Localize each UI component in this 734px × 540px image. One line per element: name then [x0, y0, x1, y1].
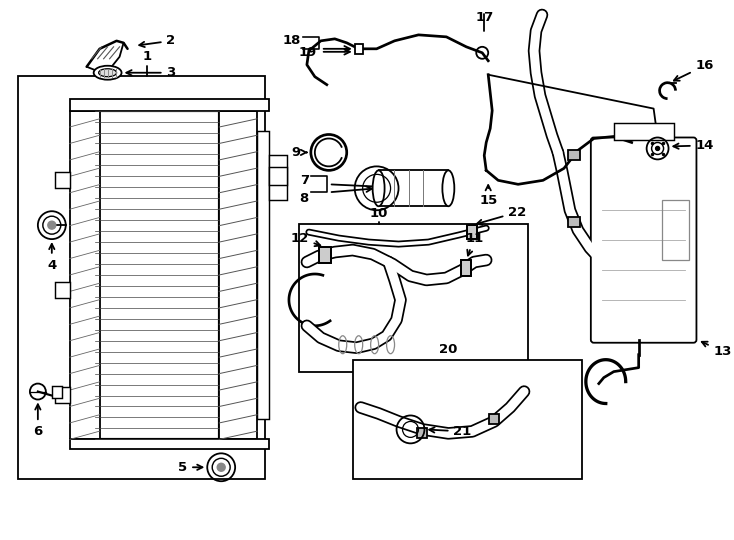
Bar — [461, 260, 471, 276]
Text: 8: 8 — [299, 192, 309, 205]
Bar — [70, 99, 269, 111]
Bar — [568, 151, 580, 160]
Ellipse shape — [443, 170, 454, 206]
Circle shape — [217, 463, 225, 471]
Bar — [55, 172, 70, 188]
Bar — [568, 217, 580, 227]
Bar — [461, 260, 471, 276]
Text: 12: 12 — [291, 232, 320, 246]
Text: 16: 16 — [674, 59, 714, 80]
Bar — [468, 225, 477, 239]
Text: 15: 15 — [479, 185, 498, 207]
Text: 21: 21 — [429, 425, 471, 438]
Bar — [353, 360, 582, 479]
Bar — [355, 44, 363, 54]
Text: 10: 10 — [369, 207, 388, 220]
Bar — [55, 282, 70, 298]
Text: 5: 5 — [178, 461, 203, 474]
FancyBboxPatch shape — [591, 138, 697, 343]
Bar — [299, 224, 528, 372]
Text: 1: 1 — [143, 50, 152, 63]
Text: 6: 6 — [33, 404, 43, 438]
Text: 7: 7 — [299, 174, 309, 187]
Bar — [418, 428, 427, 438]
Ellipse shape — [94, 66, 122, 80]
Circle shape — [48, 221, 56, 229]
Ellipse shape — [98, 69, 117, 77]
Text: 13: 13 — [702, 342, 732, 358]
Bar — [70, 440, 269, 449]
Bar — [18, 76, 265, 479]
Text: 20: 20 — [439, 343, 457, 356]
Bar — [319, 247, 331, 263]
Circle shape — [655, 146, 660, 151]
Bar — [55, 387, 70, 402]
Bar — [219, 111, 257, 440]
Text: 11: 11 — [465, 232, 484, 255]
Text: 18: 18 — [283, 35, 301, 48]
Text: 19: 19 — [299, 46, 317, 59]
Bar — [661, 200, 689, 260]
Text: 2: 2 — [139, 35, 175, 48]
Text: 17: 17 — [475, 11, 493, 24]
Text: 9: 9 — [292, 146, 307, 159]
Bar — [95, 111, 219, 440]
Bar — [52, 386, 62, 397]
Text: 3: 3 — [126, 66, 175, 79]
Text: 14: 14 — [673, 139, 714, 152]
Bar — [257, 131, 269, 420]
Bar — [269, 156, 287, 200]
Ellipse shape — [373, 170, 385, 206]
Text: 22: 22 — [477, 206, 526, 225]
Bar — [614, 123, 674, 140]
Bar — [269, 167, 287, 185]
Text: 4: 4 — [47, 244, 57, 272]
Bar — [468, 225, 477, 239]
Bar — [319, 247, 331, 263]
Bar — [379, 170, 448, 206]
Bar — [489, 415, 499, 424]
Bar — [70, 111, 100, 440]
